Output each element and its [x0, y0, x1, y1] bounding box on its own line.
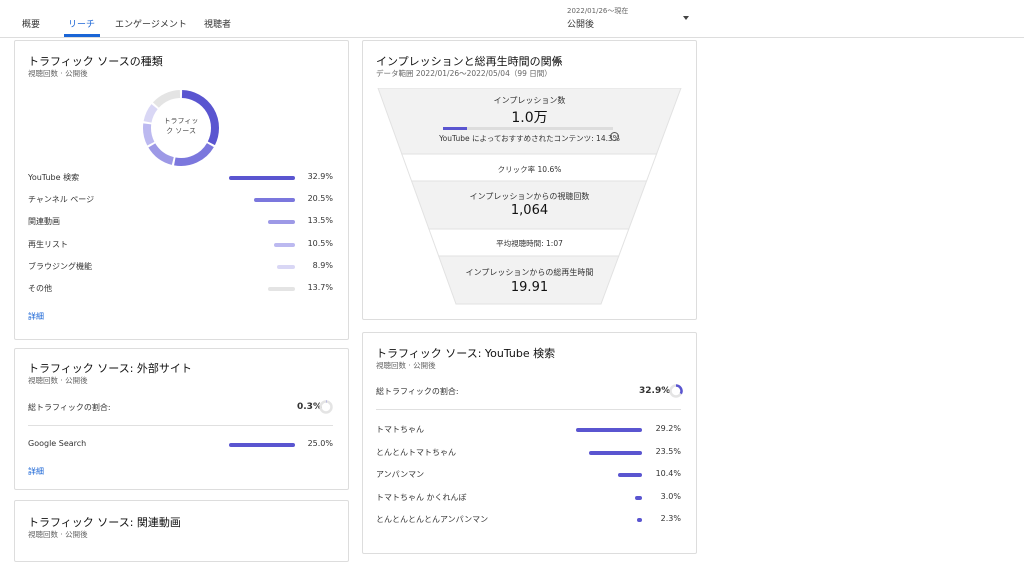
share-ring [318, 399, 334, 415]
bar [268, 287, 295, 291]
related-card: トラフィック ソース: 関連動画視聴回数 · 公開後 [14, 500, 349, 562]
row-value: 29.2% [656, 424, 681, 433]
tab[interactable]: エンゲージメント [115, 17, 187, 30]
bar [589, 451, 642, 455]
row-label: とんとんとんとんアンパンマン [376, 514, 488, 525]
card-title: インプレッションと総再生時間の関係 [376, 53, 563, 69]
row-value: 32.9% [308, 172, 333, 181]
impressions-label: インプレッション数 [363, 95, 696, 106]
row-label: トマトちゃん [376, 424, 424, 435]
card-title: トラフィック ソース: 関連動画 [28, 514, 181, 530]
watch: 19.91 [363, 280, 696, 295]
row-label: YouTube 検索 [28, 172, 79, 183]
row-value: 10.5% [308, 239, 333, 248]
bar [229, 176, 295, 180]
card-title: トラフィック ソースの種類 [28, 53, 163, 69]
external-card: トラフィック ソース: 外部サイト視聴回数 · 公開後総トラフィックの割合:0.… [14, 348, 349, 490]
tab[interactable]: 概要 [22, 17, 40, 30]
donut-segment [156, 94, 180, 105]
card-subtitle: データ範囲 2022/01/26～2022/05/04（99 日間） [376, 68, 552, 79]
tab-underline [64, 34, 100, 37]
card-title: トラフィック ソース: 外部サイト [28, 360, 192, 376]
donut-segment [148, 107, 155, 122]
recommend-label: YouTube によっておすすめされたコンテンツ: 14.3% [363, 133, 696, 144]
divider [376, 409, 681, 410]
recommend-bar [443, 127, 467, 130]
donut-segment [147, 124, 151, 144]
funnel-card: インプレッションと総再生時間の関係データ範囲 2022/01/26～2022/0… [362, 40, 697, 320]
dropdown-arrow[interactable] [683, 16, 689, 20]
views: 1,064 [363, 203, 696, 218]
watch-label: インプレッションからの総再生時間 [363, 267, 696, 278]
tab[interactable]: 視聴者 [204, 17, 231, 30]
row-label: とんとんトマトちゃん [376, 447, 456, 458]
bar [576, 428, 642, 432]
row-value: 13.7% [308, 283, 333, 292]
row-label: その他 [28, 283, 52, 294]
card-subtitle: 視聴回数 · 公開後 [376, 360, 436, 371]
bar [254, 198, 295, 202]
row-label: アンパンマン [376, 469, 424, 480]
duration: 平均視聴時間: 1:07 [363, 238, 696, 249]
share-label: 総トラフィックの割合: [376, 386, 459, 397]
row-value: 8.9% [313, 261, 333, 270]
row-value: 2.3% [661, 514, 681, 523]
row-value: 25.0% [308, 439, 333, 448]
tab[interactable]: リーチ [68, 17, 95, 30]
page: 概要 リーチ エンゲージメント 視聴者 2022/01/26～現在 公開後 トラフィッ… [0, 0, 1024, 535]
bar [635, 496, 642, 500]
search-card: トラフィック ソース: YouTube 検索視聴回数 · 公開後総トラフィックの… [362, 332, 697, 554]
donut-center: トラフィック ソース [161, 116, 201, 136]
bar [274, 243, 295, 247]
row-label: Google Search [28, 439, 86, 448]
row-value: 13.5% [308, 216, 333, 225]
bar [268, 220, 295, 224]
traffic-sources-card: トラフィック ソースの種類視聴回数 · 公開後トラフィック ソース YouTube… [14, 40, 349, 340]
top-nav: 概要 リーチ エンゲージメント 視聴者 [0, 0, 1024, 38]
date-period[interactable]: 2022/01/26～現在 [567, 6, 628, 16]
row-label: ブラウジング機能 [28, 261, 92, 272]
divider [28, 425, 333, 426]
donut-segment [152, 145, 173, 161]
views-label: インプレッションからの視聴回数 [363, 191, 696, 202]
ring-track [321, 402, 332, 413]
row-label: チャンネル ページ [28, 194, 94, 205]
share-value: 32.9% [639, 386, 670, 396]
info-icon [610, 132, 619, 141]
share-label: 総トラフィックの割合: [28, 402, 111, 413]
date-label[interactable]: 公開後 [567, 17, 594, 30]
row-label: 再生リスト [28, 239, 68, 250]
row-value: 10.4% [656, 469, 681, 478]
row-label: 関連動画 [28, 216, 60, 227]
info-triangle [553, 56, 561, 63]
card-title: トラフィック ソース: YouTube 検索 [376, 345, 555, 361]
ring-arc [676, 386, 682, 394]
card-subtitle: 視聴回数 · 公開後 [28, 68, 88, 79]
bar [229, 443, 295, 447]
bar [637, 518, 642, 522]
recommend-track [443, 127, 613, 130]
impressions: 1.0万 [363, 107, 696, 127]
bar [277, 265, 295, 269]
donut-segment [175, 145, 211, 162]
row-value: 23.5% [656, 447, 681, 456]
share-ring [668, 383, 684, 399]
bar [618, 473, 642, 477]
row-label: トマトちゃん かくれんぼ [376, 492, 467, 503]
more-link[interactable]: 詳細 [28, 311, 44, 322]
more-link[interactable]: 詳細 [28, 466, 44, 477]
card-subtitle: 視聴回数 · 公開後 [28, 375, 88, 386]
ctr: クリック率 10.6% [363, 164, 696, 175]
row-value: 3.0% [661, 492, 681, 501]
row-value: 20.5% [308, 194, 333, 203]
